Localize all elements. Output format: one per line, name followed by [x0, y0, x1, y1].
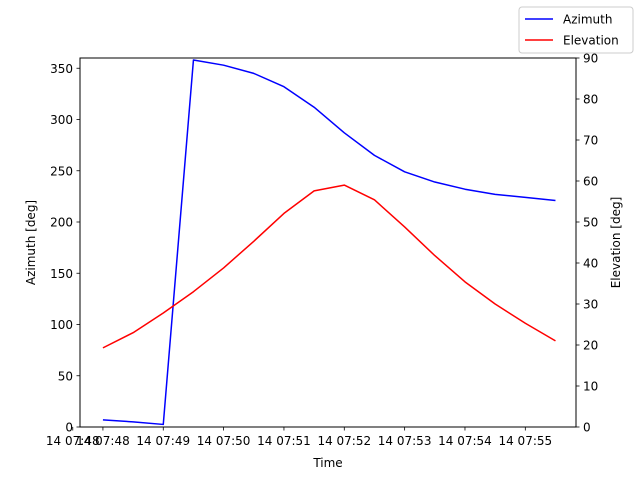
y-left-tick-label: 0: [65, 421, 73, 435]
y-left-tick-label: 350: [50, 62, 73, 76]
plot-frame: [79, 57, 577, 428]
y-right-tick-label: 80: [583, 93, 598, 107]
y-axis-left-label: Azimuth [deg]: [24, 200, 38, 285]
x-tick-label: 14 07:49: [136, 434, 190, 448]
y-left-tick-label: 300: [50, 113, 73, 127]
series-line-elevation: [102, 184, 556, 349]
y-right-tick-label: 30: [583, 298, 598, 312]
x-tick-label: 14 07:51: [257, 434, 311, 448]
y-left-tick-label: 50: [58, 369, 73, 383]
y-left-tick-label: 250: [50, 164, 73, 178]
series-line-azimuth: [102, 59, 556, 426]
y-left-tick-label: 200: [50, 216, 73, 230]
y-right-tick-label: 20: [583, 339, 598, 353]
y-right-tick-label: 10: [583, 380, 598, 394]
legend: Azimuth Elevation: [518, 6, 634, 54]
legend-entry-elevation: Elevation: [563, 34, 619, 48]
x-tick-label: 14 07:50: [197, 434, 251, 448]
y-axis-right-label: Elevation [deg]: [609, 197, 623, 289]
y-axis-right: 0 10 20 30 40 50 60 70 80 90: [576, 52, 598, 435]
y-axis-left: 0 50 100 150 200 250 300 350: [50, 62, 80, 435]
y-right-tick-label: 40: [583, 257, 598, 271]
y-right-tick-label: 0: [583, 421, 591, 435]
y-right-tick-label: 70: [583, 134, 598, 148]
x-tick-label: 14 07:48: [76, 434, 130, 448]
x-tick-label: 14 07:54: [438, 434, 492, 448]
x-tick-label: 14 07:55: [498, 434, 552, 448]
x-tick-label: 14 07:48: [46, 434, 100, 448]
x-tick-label: 14 07:52: [317, 434, 371, 448]
y-left-tick-label: 150: [50, 267, 73, 281]
x-tick-label: 14 07:53: [378, 434, 432, 448]
y-left-tick-label: 100: [50, 318, 73, 332]
y-right-tick-label: 90: [583, 52, 598, 66]
x-axis-label: Time: [312, 456, 342, 470]
y-right-tick-label: 50: [583, 216, 598, 230]
plot-area: [102, 59, 556, 426]
legend-entry-azimuth: Azimuth: [563, 13, 612, 27]
y-right-tick-label: 60: [583, 175, 598, 189]
